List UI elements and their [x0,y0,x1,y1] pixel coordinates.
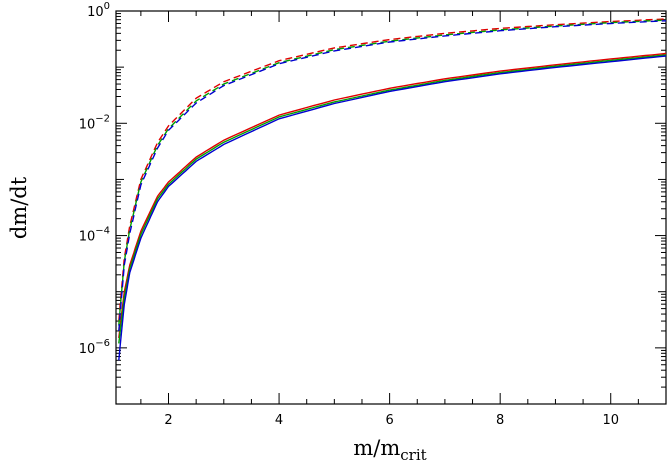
y-axis-ticks: 10−6 10−4 10−2 100 [79,1,666,405]
x-axis-label: m/mcrit [353,436,426,463]
y-tick-label: 10−6 [79,338,110,357]
solid-series-line-2 [118,54,667,344]
solid-series-line-3 [118,55,667,361]
dashed-series-line-1 [118,18,667,322]
y-tick-label: 10−2 [79,113,110,132]
solid-series-line-1 [118,52,667,339]
x-tick-label: 10 [602,413,619,428]
x-axis-ticks: 2 4 6 8 10 [140,11,667,428]
plot-frame [115,10,667,405]
dashed-series-line-2 [118,19,667,326]
x-tick-label: 2 [164,413,172,428]
dashed-series-line-3 [118,20,667,332]
y-tick-label: 100 [87,1,110,20]
x-tick-label: 8 [496,413,504,428]
x-tick-label: 4 [275,413,283,428]
series-layer [118,18,667,361]
y-axis-label: dm/dt [7,176,31,239]
y-tick-label: 10−4 [79,226,110,245]
x-tick-label: 6 [385,413,393,428]
